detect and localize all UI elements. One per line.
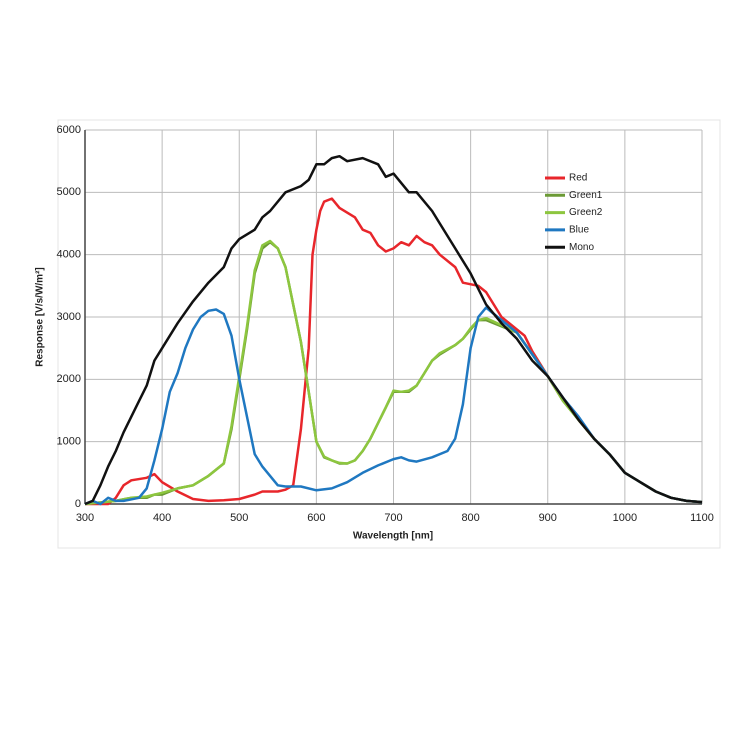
- y-tick-label: 6000: [57, 124, 81, 136]
- legend-label: Red: [569, 173, 587, 184]
- legend-label: Blue: [569, 225, 589, 236]
- y-axis-label: Response [V/s/W/m²]: [35, 267, 46, 366]
- y-tick-label: 5000: [57, 186, 81, 198]
- legend-label: Green1: [569, 190, 603, 201]
- legend-label: Mono: [569, 242, 594, 253]
- series-line: [84, 154, 703, 506]
- x-tick-label: 700: [384, 512, 402, 524]
- x-tick-label: 500: [230, 512, 248, 524]
- x-axis-label: Wavelength [nm]: [353, 531, 433, 542]
- y-tick-label: 3000: [57, 311, 81, 323]
- x-tick-label: 300: [76, 512, 94, 524]
- x-tick-label: 900: [539, 512, 557, 524]
- y-tick-label: 4000: [57, 249, 81, 261]
- y-tick-label: 1000: [57, 436, 81, 448]
- x-tick-label: 1100: [690, 512, 714, 524]
- y-tick-label: 2000: [57, 373, 81, 385]
- x-tick-label: 1000: [613, 512, 637, 524]
- x-tick-label: 600: [307, 512, 325, 524]
- legend-label: Green2: [569, 207, 603, 218]
- x-tick-label: 400: [153, 512, 171, 524]
- chart-frame: [57, 119, 721, 549]
- y-tick-label: 0: [75, 498, 81, 510]
- x-tick-label: 800: [461, 512, 479, 524]
